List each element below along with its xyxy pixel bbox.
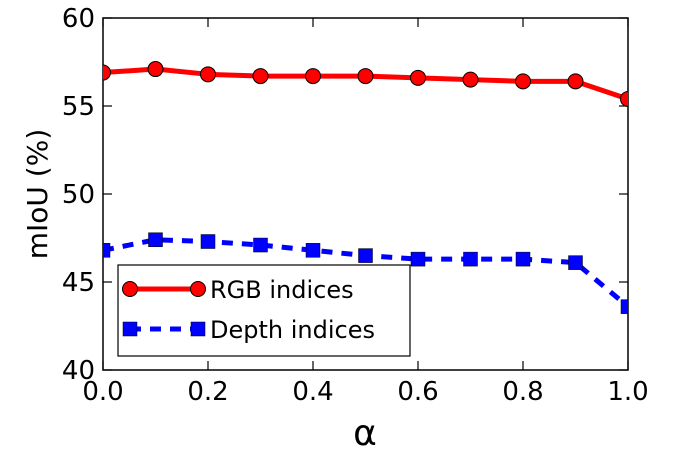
data-point — [515, 251, 531, 267]
data-point — [620, 299, 628, 314]
legend-marker — [122, 321, 138, 337]
y-tick-label: 50 — [62, 180, 95, 210]
y-tick-label: 55 — [62, 92, 95, 122]
y-tick-label: 45 — [62, 268, 95, 298]
data-point — [103, 243, 111, 258]
data-point — [410, 69, 426, 86]
series-layer — [103, 61, 628, 314]
data-point — [462, 71, 479, 88]
x-tick-label: 0.8 — [502, 377, 543, 407]
x-tick-label: 0.4 — [292, 377, 333, 407]
legend-marker — [190, 281, 206, 297]
data-point — [410, 251, 426, 267]
legend-label: RGB indices — [210, 276, 354, 304]
series-0 — [103, 61, 628, 107]
legend-marker — [122, 281, 138, 297]
data-point — [568, 255, 583, 270]
y-tick-label: 40 — [62, 356, 95, 386]
data-point — [252, 68, 269, 85]
x-tick-label: 0.0 — [82, 377, 123, 407]
legend-marker — [190, 321, 206, 337]
data-point — [463, 251, 478, 267]
y-tick-label: 60 — [62, 4, 95, 34]
data-point — [357, 68, 374, 85]
data-point — [305, 243, 321, 258]
y-axis-title: mIoU (%) — [21, 129, 54, 260]
data-point — [567, 73, 584, 90]
data-point — [200, 66, 216, 83]
x-axis-title: α — [353, 413, 377, 452]
x-tick-label: 0.6 — [397, 377, 438, 407]
x-tick-label: 0.2 — [187, 377, 228, 407]
data-point — [147, 61, 164, 78]
legend-box — [117, 264, 411, 357]
legend-label: Depth indices — [210, 316, 375, 344]
data-point — [148, 232, 163, 248]
legend: RGB indices Depth indices — [117, 264, 411, 357]
data-point — [200, 234, 216, 249]
data-point — [103, 64, 111, 81]
data-point — [515, 73, 531, 90]
data-point — [620, 90, 628, 107]
axis-ticks: 0.0 0.2 0.4 0.6 0.8 1.0 40 45 50 55 60 — [62, 4, 649, 407]
series-1 — [103, 232, 628, 314]
x-tick-label: 1.0 — [607, 377, 648, 407]
data-point — [358, 248, 373, 263]
data-point — [253, 237, 268, 253]
data-point — [305, 68, 321, 85]
